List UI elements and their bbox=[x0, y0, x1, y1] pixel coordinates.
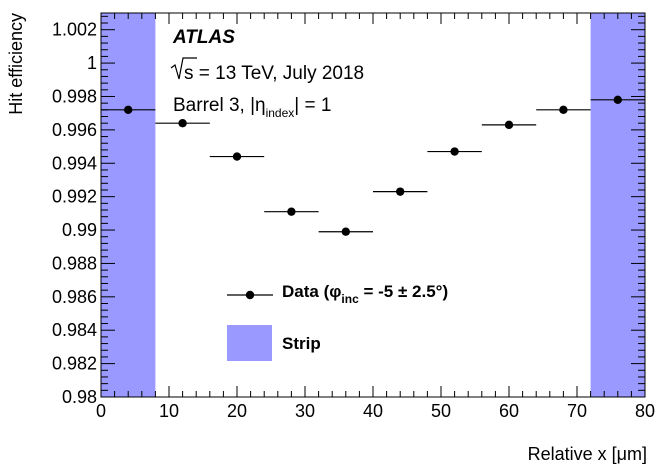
data-marker bbox=[287, 207, 296, 216]
y-tick-label: 1.002 bbox=[52, 20, 97, 40]
legend-data-label: Data (φinc = -5 ± 2.5°) bbox=[282, 282, 448, 306]
x-tick-label: 70 bbox=[567, 401, 587, 421]
x-tick-label: 50 bbox=[431, 401, 451, 421]
y-tick-label: 0.988 bbox=[52, 253, 97, 273]
strip-band-1 bbox=[590, 13, 645, 397]
y-tick-label: 0.996 bbox=[52, 120, 97, 140]
energy-prefix: s bbox=[184, 63, 194, 84]
y-tick-label: 0.994 bbox=[52, 153, 97, 173]
data-point bbox=[318, 227, 373, 236]
y-tick-label: 0.998 bbox=[52, 86, 97, 106]
x-tick-label: 30 bbox=[295, 401, 315, 421]
svg-text:s = 13 TeV, July 2018: s = 13 TeV, July 2018 bbox=[184, 63, 364, 84]
strip-band-0 bbox=[101, 13, 156, 397]
x-tick-label: 10 bbox=[159, 401, 179, 421]
y-tick-label: 1 bbox=[87, 53, 97, 73]
region-sub: index bbox=[266, 106, 295, 120]
data-marker bbox=[178, 118, 187, 128]
legend-strip-label: Strip bbox=[282, 334, 321, 353]
x-tick-label: 60 bbox=[499, 401, 519, 421]
data-point bbox=[373, 187, 428, 196]
data-point bbox=[427, 147, 482, 156]
data-marker bbox=[450, 147, 459, 156]
y-axis-title: Hit efficiency bbox=[6, 13, 26, 115]
y-tick-label: 0.984 bbox=[52, 320, 97, 340]
region-suffix: | = 1 bbox=[294, 95, 331, 116]
energy-label: s = 13 TeV, July 2018 bbox=[170, 57, 364, 84]
region-prefix: Barrel 3, |η bbox=[173, 95, 266, 116]
region-label: Barrel 3, |ηindex| = 1 bbox=[173, 95, 331, 120]
y-tick-label: 0.98 bbox=[62, 387, 97, 407]
data-point bbox=[155, 118, 210, 128]
x-tick-label: 0 bbox=[96, 401, 106, 421]
data-marker bbox=[124, 105, 133, 115]
legend-data-marker bbox=[245, 290, 255, 300]
sqrt-symbol bbox=[170, 57, 197, 80]
axis-tick-labels: 0 10 20 30 40 50 60 70 80 0.98 0.982 0.984 0.986 0.98… bbox=[52, 20, 655, 421]
data-marker bbox=[613, 95, 622, 105]
legend-data-prefix: Data (φ bbox=[282, 282, 341, 301]
data-marker bbox=[232, 152, 242, 161]
x-tick-label: 80 bbox=[635, 401, 655, 421]
data-point bbox=[209, 152, 265, 161]
plot-frame bbox=[100, 12, 646, 398]
y-tick-label: 0.986 bbox=[52, 287, 97, 307]
data-point bbox=[264, 207, 319, 216]
x-tick-label: 40 bbox=[363, 401, 383, 421]
data-marker bbox=[396, 187, 405, 196]
data-marker bbox=[504, 120, 514, 130]
data-point bbox=[481, 120, 537, 130]
data-point bbox=[590, 95, 645, 105]
legend-data-suffix: = -5 ± 2.5°) bbox=[359, 282, 448, 301]
legend-strip-swatch bbox=[227, 325, 272, 361]
y-tick-label: 0.982 bbox=[52, 354, 97, 374]
energy-rest: = 13 TeV, July 2018 bbox=[194, 63, 365, 84]
y-tick-label: 0.992 bbox=[52, 187, 97, 207]
axis-ticks bbox=[100, 13, 646, 398]
legend: Data (φinc = -5 ± 2.5°) Strip bbox=[227, 282, 448, 361]
data-point bbox=[536, 105, 591, 115]
atlas-label: ATLAS bbox=[172, 27, 235, 48]
data-points bbox=[101, 95, 645, 236]
data-marker bbox=[559, 105, 568, 115]
y-tick-label: 0.99 bbox=[62, 220, 97, 240]
data-marker bbox=[341, 227, 350, 236]
x-axis-title: Relative x [μm] bbox=[528, 444, 647, 464]
legend-data-sub: inc bbox=[341, 292, 359, 306]
x-tick-label: 20 bbox=[227, 401, 247, 421]
data-point bbox=[101, 105, 156, 115]
strip-bands bbox=[101, 13, 645, 397]
